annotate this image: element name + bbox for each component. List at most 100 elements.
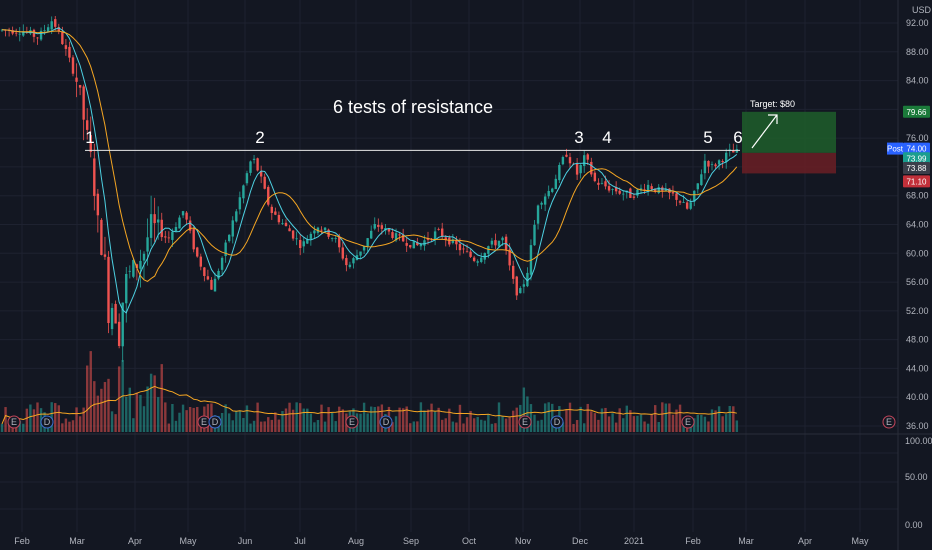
time-tick-label: May bbox=[851, 536, 869, 546]
dividend-marker-label: D bbox=[554, 417, 561, 427]
volume-bar bbox=[228, 413, 231, 432]
volume-bar bbox=[458, 404, 462, 432]
candle-body bbox=[664, 189, 668, 191]
candle-body bbox=[522, 284, 526, 287]
time-tick-label: Oct bbox=[462, 536, 477, 546]
volume-bar bbox=[181, 404, 185, 432]
candle-body bbox=[323, 227, 327, 231]
volume-bar bbox=[448, 408, 451, 432]
entry-price-tag-bg bbox=[903, 162, 930, 175]
candle-body bbox=[242, 185, 245, 199]
time-tick-label: Mar bbox=[69, 536, 85, 546]
time-tick-label: Aug bbox=[348, 536, 364, 546]
candle-body bbox=[54, 19, 57, 27]
volume-bar bbox=[320, 404, 323, 432]
chart-title: 6 tests of resistance bbox=[333, 97, 493, 117]
volume-bar bbox=[188, 406, 192, 432]
volume-bar bbox=[497, 402, 501, 432]
post-label-bg bbox=[887, 142, 903, 155]
volume-bar bbox=[142, 406, 146, 432]
candle-body bbox=[188, 220, 192, 231]
volume-bar bbox=[323, 421, 327, 432]
candle-body bbox=[561, 156, 565, 165]
candle-body bbox=[614, 187, 618, 192]
candle-body bbox=[171, 231, 174, 240]
price-tick-label: 48.00 bbox=[906, 335, 929, 345]
volume-bar bbox=[540, 419, 543, 432]
volume-bar bbox=[671, 414, 675, 432]
volume-bar bbox=[416, 421, 419, 432]
time-tick-label: Mar bbox=[738, 536, 754, 546]
test-label-2: 2 bbox=[255, 128, 264, 147]
dividend-marker-label: D bbox=[212, 417, 219, 427]
candle-body bbox=[693, 190, 696, 202]
time-axis[interactable]: Feb Mar Apr May Jun Jul Aug Sep Oct Nov Dec 2021 Feb… bbox=[14, 536, 869, 546]
time-tick-label: Dec bbox=[572, 536, 589, 546]
candle-body bbox=[281, 223, 284, 225]
candle-body bbox=[338, 236, 341, 248]
volume-bar bbox=[117, 366, 121, 432]
volume-bar bbox=[299, 403, 302, 432]
candle-body bbox=[476, 261, 479, 263]
target-arrow[interactable] bbox=[751, 114, 778, 149]
price-tick-label: 60.00 bbox=[906, 248, 929, 258]
candle-body bbox=[508, 249, 511, 266]
price-axis[interactable]: 92.0088.0084.0080.0076.0072.0068.0064.00… bbox=[906, 18, 929, 431]
price-tick-label: 56.00 bbox=[906, 277, 929, 287]
target-zone[interactable] bbox=[742, 111, 836, 153]
earnings-marker-label: E bbox=[349, 417, 355, 427]
volume-bar bbox=[178, 412, 181, 432]
volume-bar bbox=[661, 402, 664, 432]
candle-body bbox=[125, 273, 128, 304]
earnings-marker-label: E bbox=[11, 417, 17, 427]
volume-bar bbox=[22, 423, 25, 432]
volume-bar bbox=[171, 403, 174, 432]
candle-body bbox=[448, 237, 451, 245]
candle-body bbox=[228, 234, 231, 242]
dividend-marker-label: D bbox=[383, 417, 390, 427]
candle-body bbox=[64, 45, 68, 49]
volume-bar bbox=[57, 405, 60, 432]
time-tick-label: Feb bbox=[685, 536, 701, 546]
candle-body bbox=[252, 158, 256, 160]
candle-body bbox=[61, 32, 64, 45]
volume-bar bbox=[700, 414, 703, 432]
volume-bar bbox=[0, 423, 4, 432]
moving-averages bbox=[1, 27, 738, 425]
candle-body bbox=[100, 219, 103, 255]
volume-bar bbox=[547, 402, 550, 432]
volume-bar bbox=[284, 408, 288, 432]
earnings-marker bbox=[681, 415, 695, 429]
earnings-marker-label: E bbox=[522, 417, 528, 427]
volume-bar bbox=[590, 411, 593, 432]
candle-body bbox=[533, 224, 536, 246]
dividend-marker bbox=[208, 415, 222, 429]
volume-bar bbox=[412, 421, 415, 432]
volume-bar bbox=[487, 414, 490, 432]
volume-bar bbox=[710, 409, 714, 432]
candle-body bbox=[362, 245, 366, 251]
volume-bar bbox=[267, 417, 270, 432]
candle-body bbox=[39, 30, 43, 40]
lower-pane-axis[interactable]: 100.00 50.00 0.00 bbox=[905, 436, 932, 530]
candle-body bbox=[654, 188, 657, 192]
volume-bar bbox=[668, 403, 671, 432]
volume-bar bbox=[146, 386, 149, 432]
candle-body bbox=[107, 256, 110, 324]
candle-body bbox=[277, 214, 281, 223]
price-tick-label: 52.00 bbox=[906, 306, 929, 316]
volume-bar bbox=[629, 410, 632, 432]
price-tick-label: 92.00 bbox=[906, 18, 929, 28]
volume-bar bbox=[338, 406, 341, 432]
candle-body bbox=[86, 120, 89, 130]
volume-bar bbox=[643, 421, 646, 432]
time-tick-label: Sep bbox=[403, 536, 419, 546]
candle-body bbox=[707, 161, 710, 167]
volume-bar bbox=[373, 407, 376, 432]
candle-body bbox=[519, 288, 522, 294]
stop-zone[interactable] bbox=[742, 152, 836, 174]
candle-body bbox=[196, 247, 199, 257]
candle-body bbox=[345, 258, 348, 266]
